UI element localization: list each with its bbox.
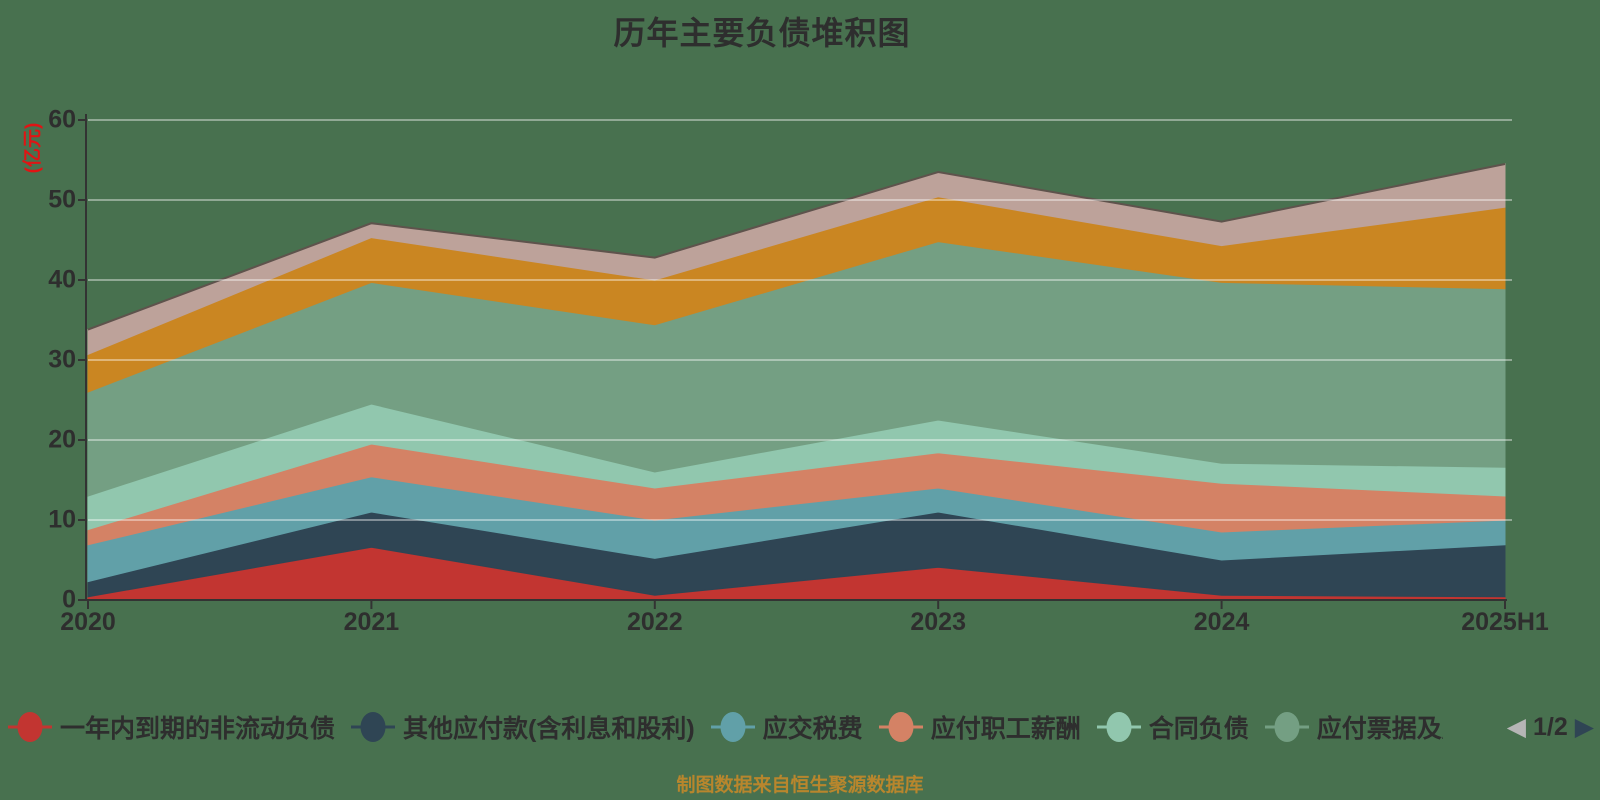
legend-item-6[interactable]: 应付票据及应 [1264, 709, 1443, 745]
legend-line-dot-icon [1096, 711, 1141, 743]
legend-item-2[interactable]: 其他应付款(含利息和股利) [351, 709, 695, 745]
legend-item-label: 应付票据及应 [1316, 715, 1443, 743]
chart-title: 历年主要负债堆积图 [613, 15, 911, 51]
legend-item-label: 应付职工薪酬 [930, 715, 1081, 743]
legend-item-3[interactable]: 应交税费 [710, 709, 863, 745]
x-axis-label-2021: 2021 [343, 608, 400, 636]
y-axis-label-20: 20 [48, 425, 76, 454]
legend-item-label: 其他应付款(含利息和股利) [403, 715, 695, 743]
legend-pager: ◀ 1/2 ▶ [1507, 704, 1594, 750]
x-axis-label-2022: 2022 [626, 608, 683, 636]
legend-item-label: 应交税费 [762, 715, 863, 743]
legend-line-dot-icon [351, 711, 396, 743]
y-axis-label-40: 40 [48, 265, 76, 294]
data-source-note: 制图数据来自恒生聚源数据库 [676, 775, 924, 796]
legend-prev-page-arrow-icon[interactable]: ◀ [1506, 712, 1526, 741]
legend-line-dot-icon [8, 711, 52, 743]
legend: 一年内到期的非流动负债 其他应付款(含利息和股利) 应交税费 应付职工薪酬 合同负债 应付… [8, 704, 1500, 750]
x-axis-label-2020: 2020 [60, 608, 116, 636]
legend-item-label: 一年内到期的非流动负债 [60, 715, 336, 743]
y-axis-label-30: 30 [48, 345, 76, 374]
legend-line-dot-icon [1264, 711, 1309, 743]
legend-next-page-arrow-icon[interactable]: ▶ [1574, 712, 1594, 741]
legend-item-label: 合同负债 [1148, 715, 1249, 743]
legend-line-dot-icon [710, 711, 755, 743]
legend-page-indicator: 1/2 [1533, 712, 1568, 741]
y-axis-label-50: 50 [48, 185, 76, 214]
y-axis-label-60: 60 [48, 105, 76, 134]
legend-item-4[interactable]: 应付职工薪酬 [878, 709, 1081, 745]
legend-item-5[interactable]: 合同负债 [1096, 709, 1249, 745]
x-axis-label-2024: 2024 [1193, 608, 1250, 636]
legend-line-dot-icon [878, 711, 923, 743]
x-axis-label-2025H1: 2025H1 [1461, 608, 1549, 636]
stack-top-line [87, 163, 1506, 331]
legend-item-1[interactable]: 一年内到期的非流动负债 [8, 709, 335, 745]
x-axis-label-2023: 2023 [910, 608, 966, 636]
y-axis-label-0: 0 [62, 585, 76, 614]
y-axis-label-10: 10 [48, 505, 76, 534]
